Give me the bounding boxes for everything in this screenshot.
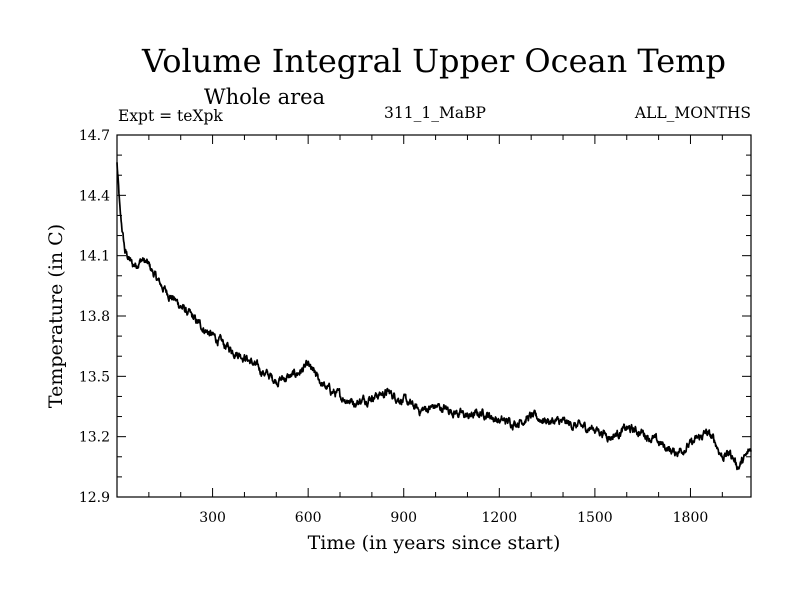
axis-ticks: 300 600 900 1200 1500 1800 12.9 13.2 13.5 13.8 14.… — [79, 128, 751, 526]
y-tick-label: 14.4 — [79, 188, 110, 204]
x-tick-label: 900 — [390, 510, 417, 526]
x-tick-label: 1200 — [481, 510, 517, 526]
series-layer — [116, 162, 752, 471]
x-tick-label: 300 — [199, 510, 226, 526]
y-tick-label: 13.8 — [79, 309, 110, 325]
x-tick-label: 1500 — [577, 510, 613, 526]
y-tick-label: 12.9 — [79, 490, 110, 506]
x-tick-label: 600 — [295, 510, 322, 526]
run-id-label: 311_1_MaBP — [384, 104, 486, 122]
chart-subtitle: Whole area — [204, 85, 325, 109]
chart-title: Volume Integral Upper Ocean Temp — [141, 42, 726, 80]
y-axis-label: Temperature (in C) — [45, 224, 67, 408]
experiment-label: Expt = teXpk — [118, 107, 223, 125]
x-tick-label: 1800 — [673, 510, 709, 526]
series-line-0 — [116, 162, 752, 471]
months-label: ALL_MONTHS — [634, 104, 751, 122]
plot-frame — [116, 134, 752, 498]
y-tick-label: 13.5 — [79, 369, 110, 385]
y-tick-label: 13.2 — [79, 430, 110, 446]
y-tick-label: 14.7 — [79, 128, 110, 144]
y-tick-label: 14.1 — [79, 249, 110, 265]
x-axis-label: Time (in years since start) — [308, 532, 561, 554]
